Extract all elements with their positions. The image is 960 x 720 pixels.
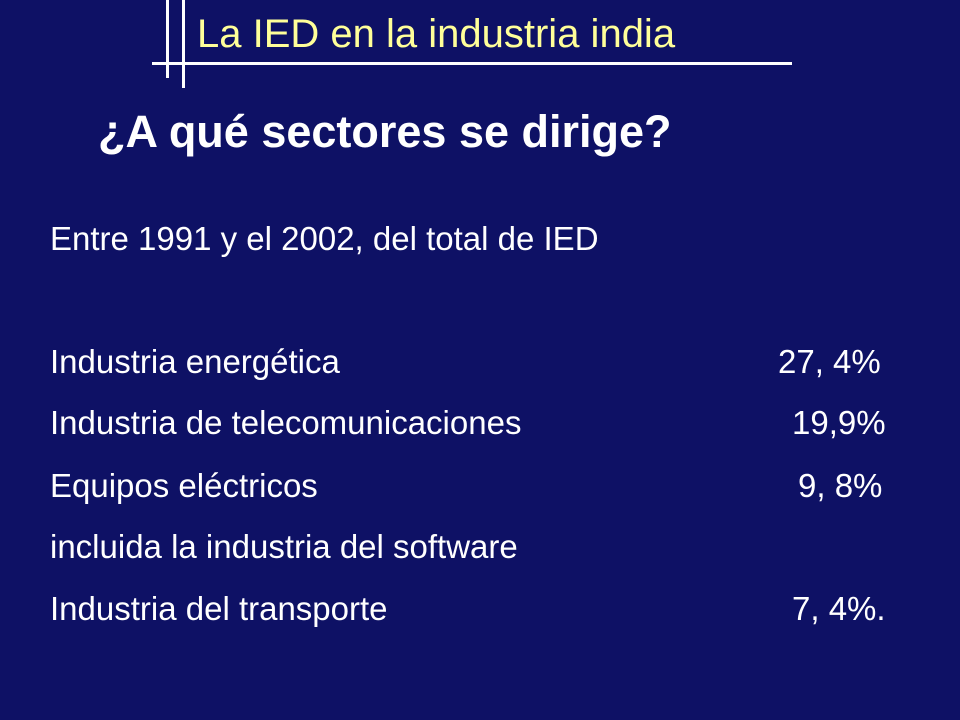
sector-label: Industria de telecomunicaciones xyxy=(50,404,522,441)
sector-percentage: 9, 8% xyxy=(798,467,883,504)
slide-heading: ¿A qué sectores se dirige? xyxy=(98,106,672,157)
title-vertical-line-right xyxy=(182,0,185,88)
sector-percentage: 19,9% xyxy=(792,404,886,441)
sector-percentage: 27, 4% xyxy=(778,343,881,380)
intro-text: Entre 1991 y el 2002, del total de IED xyxy=(50,220,599,257)
title-vertical-line-left xyxy=(166,0,169,78)
sector-label: Industria del transporte xyxy=(50,590,388,627)
sector-label: Equipos eléctricos xyxy=(50,467,318,504)
slide-title: La IED en la industria india xyxy=(197,12,676,56)
sector-label: incluida la industria del software xyxy=(50,528,518,565)
sector-percentage: 7, 4%. xyxy=(792,590,886,627)
title-underline xyxy=(152,62,792,65)
sector-label: Industria energética xyxy=(50,343,340,380)
